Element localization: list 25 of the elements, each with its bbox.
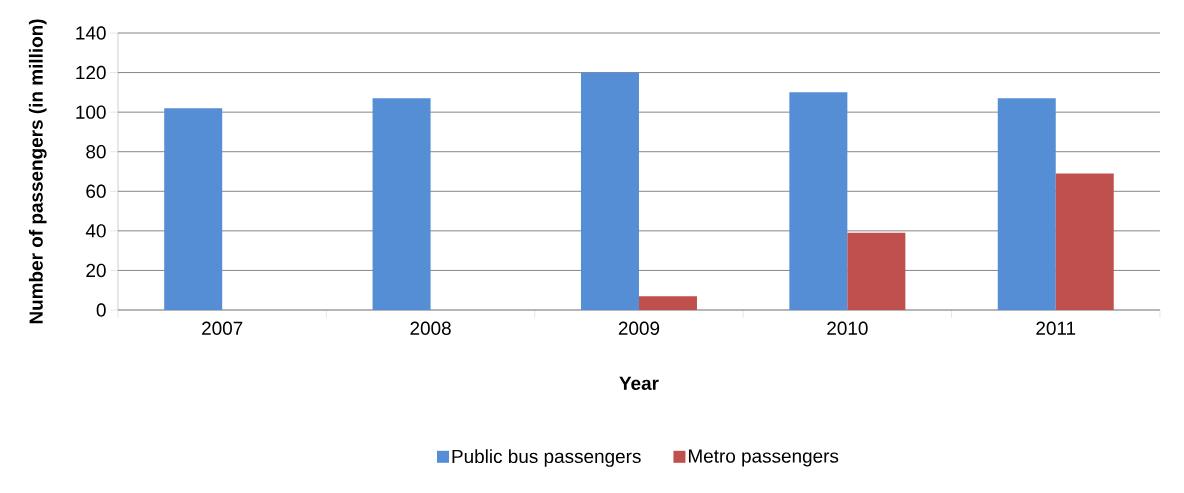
y-tick-label: 60: [86, 184, 106, 198]
x-tick-label: 2007: [202, 321, 243, 335]
bar: [164, 108, 223, 310]
y-tick-label: 0: [96, 303, 106, 317]
bar: [638, 296, 697, 310]
y-tick-label: 140: [76, 26, 106, 40]
y-tick-label: 40: [85, 224, 106, 238]
bar: [372, 98, 431, 310]
bar: [580, 72, 639, 310]
y-tick-label: 20: [86, 263, 106, 278]
x-tick-label: 2008: [410, 321, 451, 335]
y-axis-title: Number of passengers (in million): [28, 19, 47, 324]
y-tick-label: 100: [76, 105, 106, 119]
x-tick-label: 2010: [827, 321, 868, 335]
x-tick-label: 2009: [618, 321, 660, 335]
legend-label: Metro passengers: [688, 449, 839, 467]
bar: [789, 92, 848, 310]
x-tick-label: 2011: [1036, 321, 1076, 335]
bar: [847, 232, 906, 310]
y-tick-label: 120: [76, 65, 106, 80]
x-axis-title: Year: [619, 376, 659, 391]
legend-label: Public bus passengers: [452, 449, 641, 467]
bar: [997, 98, 1056, 310]
y-tick-label: 80: [86, 145, 106, 159]
bar: [1055, 173, 1114, 310]
